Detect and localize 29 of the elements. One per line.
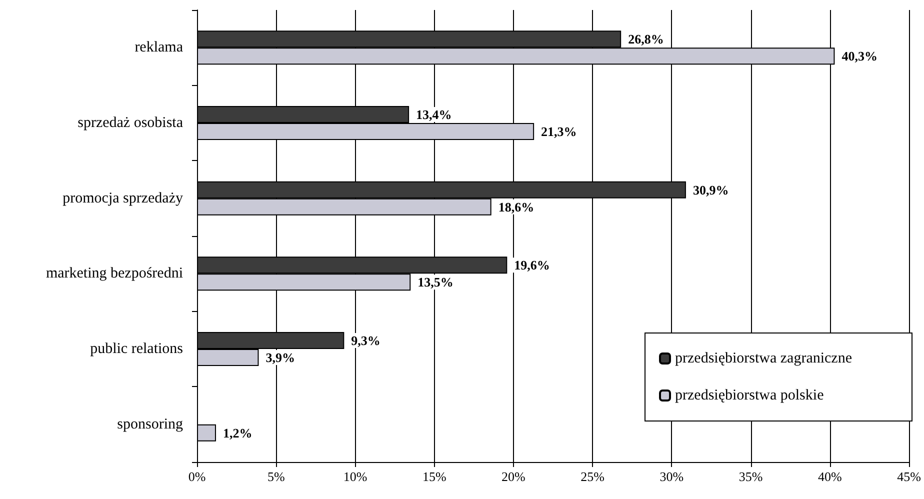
y-tick-label: promocja sprzedaży	[62, 190, 184, 206]
data-label: 13,5%	[418, 274, 454, 290]
data-label: 3,9%	[266, 350, 295, 365]
data-label: 13,4%	[416, 107, 452, 122]
x-tick-label: 45%	[897, 469, 922, 484]
data-label: 40,3%	[842, 48, 878, 64]
data-label: 18,6%	[498, 199, 534, 214]
legend-label: przedsiębiorstwa polskie	[675, 388, 824, 404]
x-tick-label: 30%	[660, 469, 684, 484]
y-tick-label: reklama	[134, 40, 184, 56]
y-tick-label: sponsoring	[117, 416, 184, 432]
data-label: 21,3%	[541, 124, 577, 139]
data-label: 1,2%	[222, 425, 252, 440]
data-label: 30,9%	[692, 182, 729, 198]
x-tick-label: 0%	[188, 469, 206, 484]
data-label: 9,3%	[351, 333, 380, 348]
x-tick-label: 20%	[502, 469, 526, 484]
x-tick-label: 35%	[738, 469, 763, 484]
x-tick-label: 10%	[343, 469, 368, 484]
x-tick-label: 40%	[818, 469, 842, 484]
x-tick-label: 15%	[422, 469, 446, 484]
y-tick-label: sprzedaż osobista	[78, 115, 184, 131]
x-tick-label: 5%	[267, 469, 285, 484]
y-tick-label: marketing bezpośredni	[46, 266, 183, 282]
data-label: 19,6%	[514, 258, 550, 273]
x-tick-label: 25%	[580, 469, 605, 484]
data-label: 26,8%	[628, 32, 664, 47]
legend-label: przedsiębiorstwa zagraniczne	[675, 350, 852, 366]
y-tick-label: public relations	[90, 341, 184, 357]
